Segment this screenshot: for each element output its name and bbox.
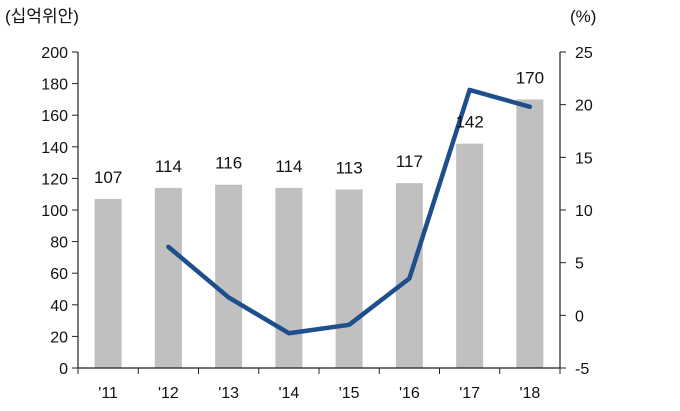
bar: [154, 187, 182, 368]
x-tick-label: '13: [218, 385, 239, 402]
x-tick-label: '12: [158, 385, 179, 402]
x-tick-label: '17: [459, 385, 480, 402]
left-tick-label: 80: [50, 235, 68, 252]
bar: [94, 198, 122, 368]
right-tick-label: 20: [575, 98, 593, 115]
right-tick-label: -5: [575, 361, 589, 378]
right-tick-label: 0: [575, 308, 584, 325]
right-axis-unit: (%): [570, 7, 596, 26]
bar-value-label: 114: [275, 157, 302, 176]
x-tick-label: '15: [339, 385, 360, 402]
bar-value-label: 117: [396, 152, 423, 171]
bar-value-label: 113: [336, 158, 363, 177]
right-tick-label: 10: [575, 203, 593, 220]
growth-rate-line: [166, 87, 533, 336]
right-tick-label: 15: [575, 150, 593, 167]
bar: [335, 189, 363, 368]
left-axis-unit: (십억위안): [5, 7, 79, 26]
left-tick-label: 100: [41, 203, 68, 220]
left-tick-label: 60: [50, 266, 68, 283]
left-tick-label: 180: [41, 77, 68, 94]
left-tick-label: 120: [41, 171, 68, 188]
right-tick-label: 25: [575, 45, 593, 62]
bar: [215, 184, 243, 368]
bar: [516, 99, 544, 369]
bar-value-label: 170: [516, 68, 544, 87]
bar-value-label: 142: [455, 113, 483, 132]
bar: [275, 187, 303, 368]
left-tick-label: 200: [41, 45, 68, 62]
left-tick-label: 40: [50, 298, 68, 315]
left-tick-label: 0: [59, 361, 68, 378]
left-tick-label: 140: [41, 140, 68, 157]
x-tick-label: '14: [278, 385, 299, 402]
left-tick-label: 20: [50, 329, 68, 346]
bar: [456, 143, 484, 368]
right-tick-label: 5: [575, 256, 584, 273]
bar-value-label: 114: [155, 157, 182, 176]
bar-value-label: 107: [94, 168, 122, 187]
bar-value-label: 116: [215, 154, 242, 173]
x-tick-label: '11: [98, 385, 118, 402]
left-tick-label: 160: [41, 108, 68, 125]
x-tick-label: '18: [519, 385, 540, 402]
x-tick-label: '16: [399, 385, 420, 402]
